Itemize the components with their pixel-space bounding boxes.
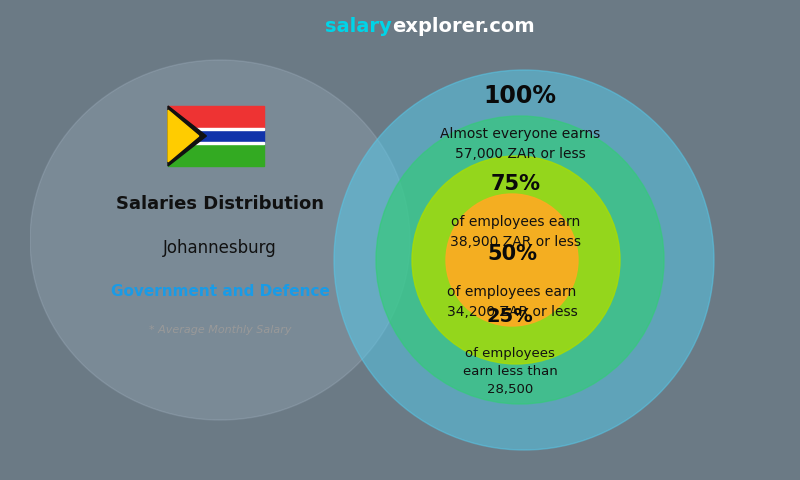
Text: Johannesburg: Johannesburg <box>163 239 277 257</box>
Ellipse shape <box>30 60 410 420</box>
Bar <box>168 106 264 129</box>
Text: of employees earn
34,200 ZAR or less: of employees earn 34,200 ZAR or less <box>446 285 578 319</box>
Bar <box>168 142 264 144</box>
Bar <box>168 143 264 166</box>
Text: 25%: 25% <box>486 307 534 325</box>
Text: * Average Monthly Salary: * Average Monthly Salary <box>149 325 291 335</box>
Bar <box>168 129 264 143</box>
Text: Government and Defence: Government and Defence <box>110 285 330 300</box>
Ellipse shape <box>376 116 664 404</box>
Polygon shape <box>168 110 198 162</box>
Text: 75%: 75% <box>491 174 541 194</box>
Bar <box>168 128 264 130</box>
Polygon shape <box>168 106 206 166</box>
Text: Almost everyone earns
57,000 ZAR or less: Almost everyone earns 57,000 ZAR or less <box>440 127 600 160</box>
Ellipse shape <box>334 70 714 450</box>
Text: 50%: 50% <box>487 244 537 264</box>
Text: Salaries Distribution: Salaries Distribution <box>116 195 324 213</box>
Text: explorer.com: explorer.com <box>392 17 534 36</box>
Text: of employees
earn less than
28,500: of employees earn less than 28,500 <box>462 347 558 396</box>
Text: 100%: 100% <box>483 84 557 108</box>
Ellipse shape <box>446 194 578 326</box>
Text: salary: salary <box>326 17 392 36</box>
Ellipse shape <box>412 156 620 364</box>
Text: of employees earn
38,900 ZAR or less: of employees earn 38,900 ZAR or less <box>450 215 582 249</box>
